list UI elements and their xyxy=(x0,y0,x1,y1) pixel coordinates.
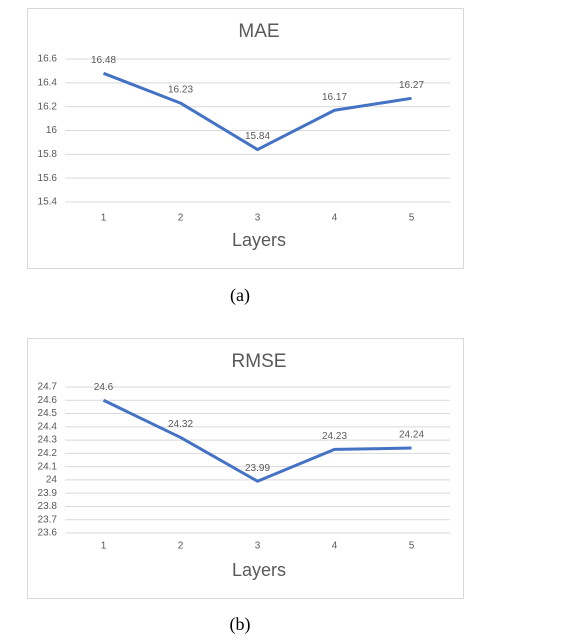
x-tick-label: 4 xyxy=(332,541,338,552)
x-tick-label: 3 xyxy=(255,213,261,224)
y-tick-label: 15.6 xyxy=(38,173,58,184)
data-label: 16.48 xyxy=(91,55,116,66)
y-tick-label: 24.3 xyxy=(38,435,58,446)
y-tick-label: 24.2 xyxy=(38,448,58,459)
y-tick-label: 24.5 xyxy=(38,408,58,419)
y-tick-label: 15.8 xyxy=(38,149,58,160)
x-tick-label: 2 xyxy=(178,213,184,224)
data-label: 24.32 xyxy=(168,419,193,430)
data-label: 16.27 xyxy=(399,80,424,91)
y-tick-label: 24.6 xyxy=(38,395,58,406)
y-tick-label: 23.7 xyxy=(38,514,58,525)
y-tick-label: 24.4 xyxy=(38,421,58,432)
chart-title: MAE xyxy=(238,21,279,42)
data-label: 16.23 xyxy=(168,85,193,96)
x-tick-label: 2 xyxy=(178,541,184,552)
y-tick-label: 16 xyxy=(46,125,58,136)
x-tick-label: 3 xyxy=(255,541,261,552)
data-label: 24.6 xyxy=(94,382,114,393)
x-tick-label: 1 xyxy=(101,213,107,224)
y-tick-label: 15.4 xyxy=(38,197,58,208)
y-tick-label: 16.4 xyxy=(38,77,58,88)
caption: (a) xyxy=(230,285,250,306)
x-tick-label: 4 xyxy=(332,213,338,224)
y-tick-label: 23.6 xyxy=(38,528,58,539)
data-label: 16.17 xyxy=(322,92,347,103)
x-tick-label: 5 xyxy=(409,213,415,224)
x-tick-label: 1 xyxy=(101,541,107,552)
y-tick-label: 23.8 xyxy=(38,501,58,512)
caption: (b) xyxy=(230,614,251,635)
data-label: 24.23 xyxy=(322,431,347,442)
data-label: 15.84 xyxy=(245,131,270,142)
y-tick-label: 24.1 xyxy=(38,461,58,472)
data-label: 23.99 xyxy=(245,463,270,474)
chart-title: RMSE xyxy=(232,351,287,372)
y-tick-label: 23.9 xyxy=(38,488,58,499)
chart-frame xyxy=(27,8,464,269)
data-label: 24.24 xyxy=(399,430,424,441)
x-axis-label: Layers xyxy=(232,560,286,580)
line xyxy=(102,71,412,152)
x-tick-label: 5 xyxy=(409,541,415,552)
chart-frame xyxy=(27,338,464,599)
y-tick-label: 16.6 xyxy=(38,54,58,65)
y-tick-label: 24 xyxy=(46,475,58,486)
line xyxy=(102,398,412,483)
y-tick-label: 16.2 xyxy=(38,101,58,112)
y-tick-label: 24.7 xyxy=(38,382,58,393)
x-axis-label: Layers xyxy=(232,230,286,250)
